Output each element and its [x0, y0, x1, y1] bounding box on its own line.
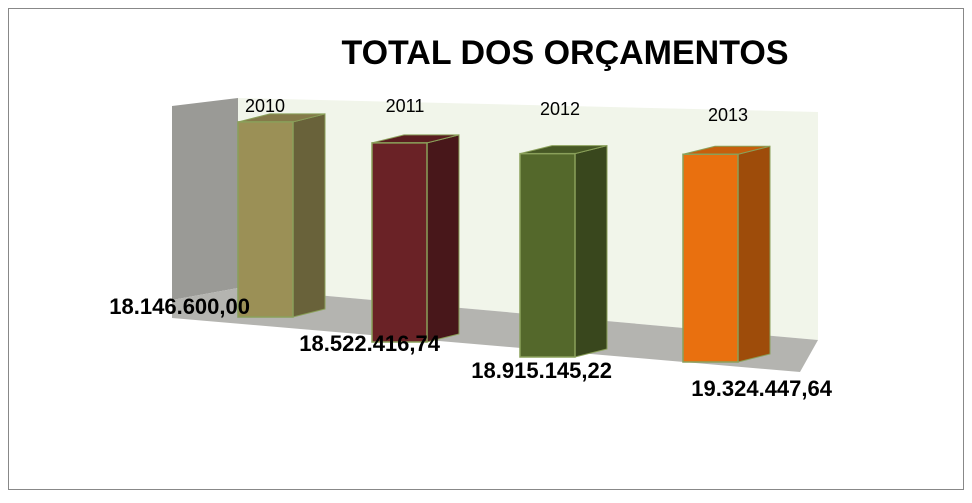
side-wall	[172, 98, 238, 300]
data-label: 19.324.447,64	[691, 376, 832, 401]
data-label: 18.915.145,22	[471, 358, 612, 383]
category-label: 2013	[708, 105, 748, 125]
bar-side	[574, 145, 608, 358]
bar-side	[292, 113, 326, 318]
bar	[237, 121, 294, 318]
chart-title: TOTAL DOS ORÇAMENTOS	[341, 34, 788, 72]
bar-side	[737, 145, 771, 363]
bar-side	[426, 134, 460, 343]
data-label: 18.146.600,00	[109, 294, 250, 319]
bar	[682, 153, 739, 363]
category-label: 2010	[245, 96, 285, 116]
bar	[371, 142, 428, 343]
floor	[172, 288, 818, 372]
category-label: 2012	[540, 99, 580, 119]
category-label: 2011	[386, 96, 425, 116]
data-label: 18.522.416,74	[299, 331, 440, 356]
bar	[519, 152, 576, 358]
